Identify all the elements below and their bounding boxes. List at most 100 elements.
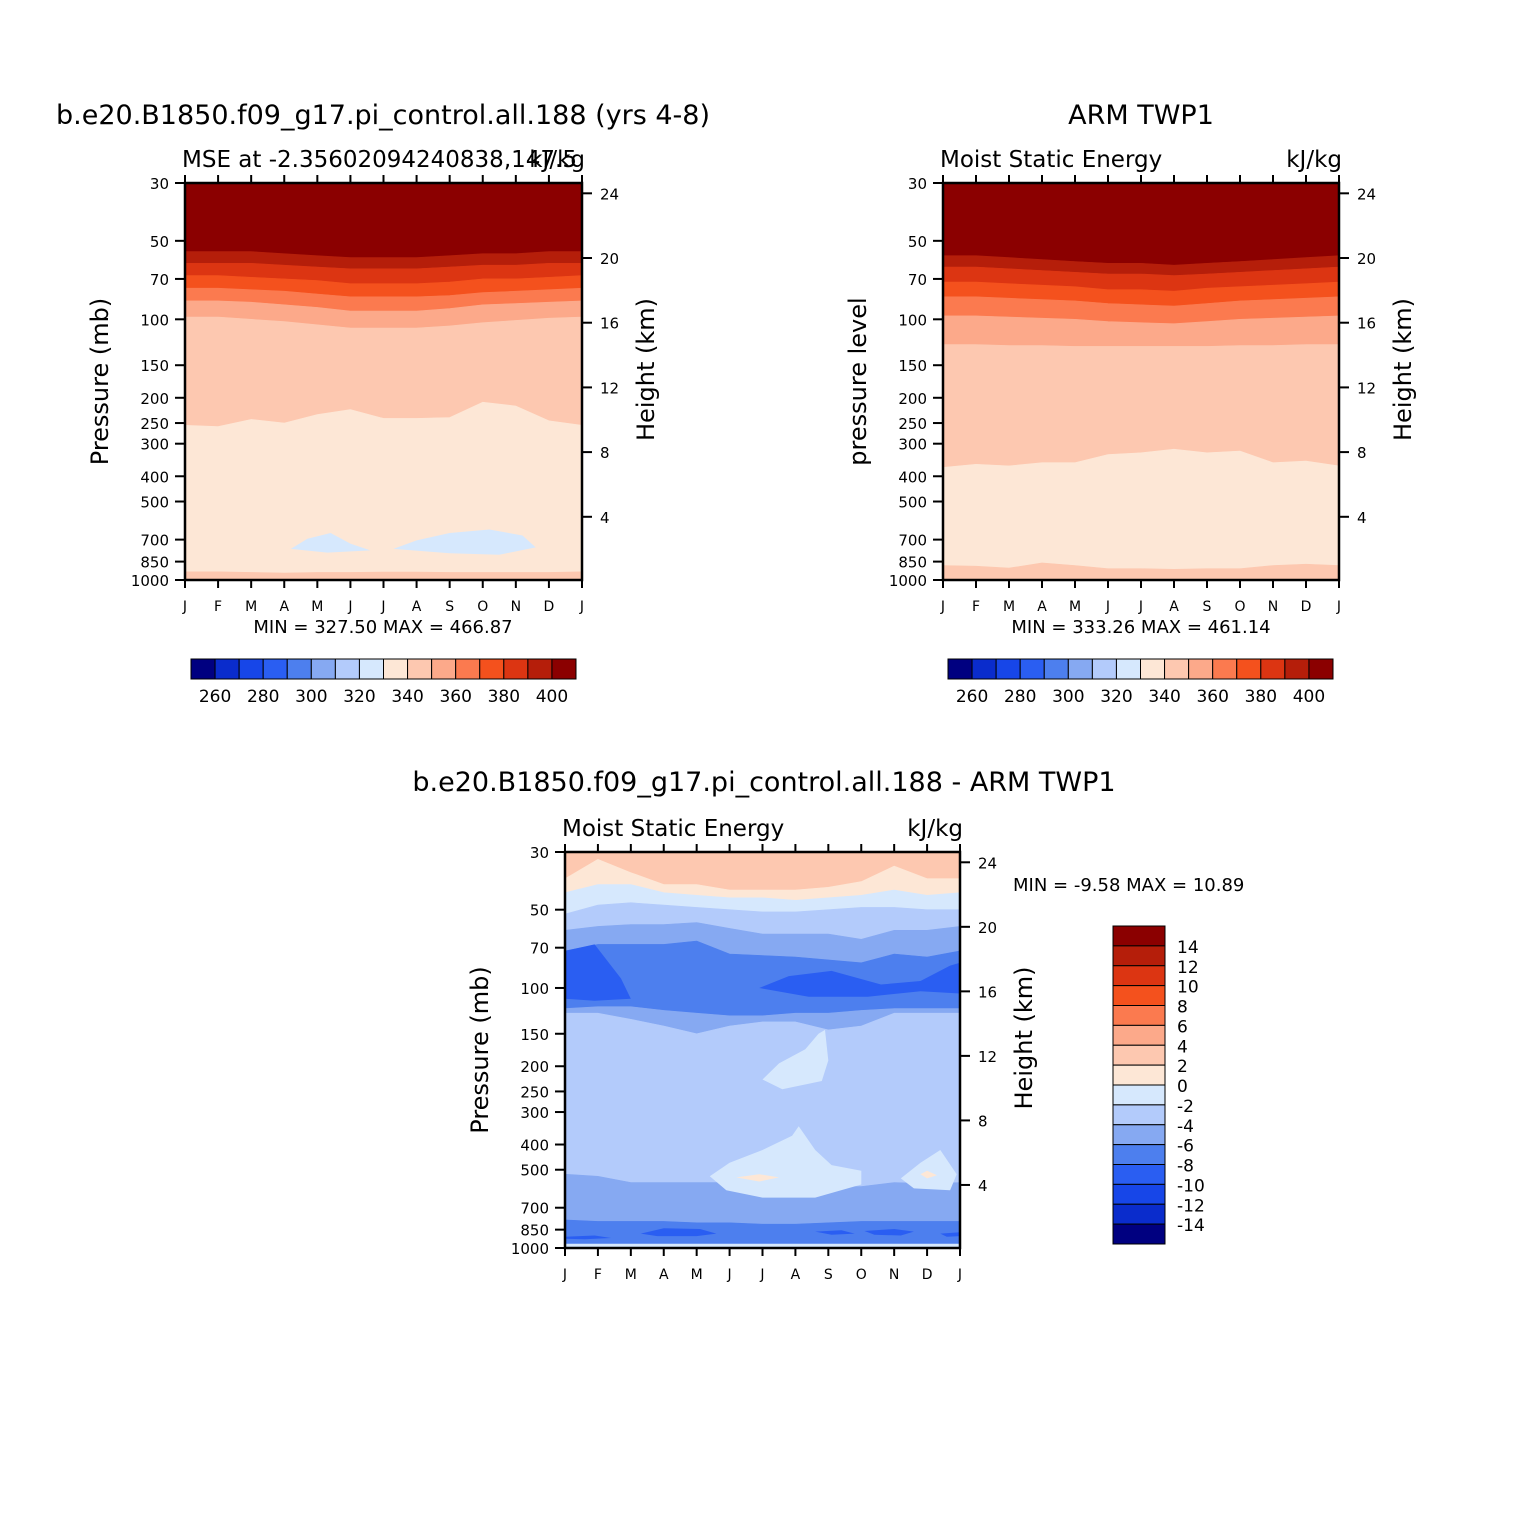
colorbar-label: 380 [488, 687, 520, 707]
y-tick-label: 700 [140, 532, 169, 550]
chart-panel-0 [175, 175, 592, 680]
colorbar-swatch [455, 658, 481, 680]
y-tick-label: 850 [140, 554, 169, 572]
colorbar-label: 10 [1177, 978, 1199, 998]
y-right-tick-label: 20 [1357, 250, 1376, 268]
contour-band [943, 448, 1339, 570]
y-right-tick-label: 24 [978, 854, 997, 872]
y-tick-label: 150 [520, 1026, 549, 1044]
y-tick-label: 250 [520, 1083, 549, 1101]
colorbar-swatch [214, 658, 240, 680]
y-right-tick-label: 24 [1357, 185, 1376, 203]
colorbar-swatch [1067, 658, 1093, 680]
colorbar-label: -8 [1177, 1157, 1194, 1177]
y-tick-label: 400 [140, 468, 169, 486]
colorbar-swatch [527, 658, 553, 680]
x-tick-label: A [279, 599, 289, 615]
colorbar-swatch [1112, 1084, 1166, 1106]
y-right-tick-label: 12 [600, 379, 619, 397]
y-right-tick-label: 24 [600, 185, 619, 203]
x-tick-label: D [922, 1267, 933, 1283]
y-tick-label: 500 [140, 494, 169, 512]
y-right-tick-label: 8 [978, 1112, 988, 1130]
colorbar-label: 0 [1177, 1077, 1188, 1097]
plot-area-2 [565, 852, 960, 1248]
x-tick-label: A [791, 1267, 801, 1283]
x-tick-label: O [1234, 599, 1245, 615]
colorbar-swatch [479, 658, 505, 680]
chart-subtitle: MSE at -2.35602094240838,147.5 [182, 147, 577, 173]
colorbar-swatch [1112, 1005, 1166, 1026]
contour-region [759, 962, 960, 997]
colorbar-swatch [1112, 1223, 1166, 1245]
x-tick-label: M [311, 599, 323, 615]
y-tick-label: 30 [908, 175, 927, 193]
colorbar-label: 12 [1177, 958, 1199, 978]
contour-region [920, 1170, 937, 1179]
chart-title: ARM TWP1 [1068, 100, 1214, 131]
colorbar-swatch [358, 658, 384, 680]
x-tick-label: F [972, 599, 980, 615]
x-tick-label: D [544, 599, 555, 615]
contour-region [565, 944, 631, 1001]
colorbar-label: -2 [1177, 1097, 1194, 1117]
x-tick-label: J [347, 599, 352, 615]
colorbar-label: 260 [956, 687, 988, 707]
colorbar-label: 8 [1177, 998, 1188, 1018]
y-tick-label: 1000 [889, 572, 927, 590]
y-right-axis-label: Height (km) [1389, 298, 1417, 441]
colorbar-label: -10 [1177, 1176, 1205, 1196]
colorbar-swatch [1019, 658, 1045, 680]
colorbar-swatch [1188, 658, 1214, 680]
x-tick-label: O [856, 1267, 867, 1283]
x-tick-label: J [380, 599, 385, 615]
y-tick-label: 400 [898, 468, 927, 486]
contour-band [943, 562, 1339, 580]
y-axis-label: pressure level [844, 297, 872, 465]
contour-region [640, 1228, 717, 1237]
colorbar-label: 340 [1148, 687, 1180, 707]
x-tick-label: S [445, 599, 454, 615]
y-tick-label: 50 [908, 233, 927, 251]
colorbar-swatch [1140, 658, 1166, 680]
contour-region [709, 1126, 862, 1198]
chart-subtitle: Moist Static Energy [940, 147, 1162, 173]
contour-region [940, 1232, 960, 1237]
colorbar-swatch [1284, 658, 1310, 680]
y-tick-label: 850 [520, 1222, 549, 1240]
min-max-stats: MIN = 327.50 MAX = 466.87 [253, 617, 512, 638]
y-tick-label: 300 [520, 1104, 549, 1122]
y-right-tick-label: 12 [1357, 379, 1376, 397]
colorbar-label: 14 [1177, 938, 1199, 958]
chart-title: b.e20.B1850.f09_g17.pi_control.all.188 (… [56, 100, 710, 131]
colorbar-swatch [551, 658, 577, 680]
colorbar-label: 6 [1177, 1017, 1188, 1037]
y-right-axis-label: Height (km) [1010, 967, 1038, 1110]
y-axis-label: Pressure (mb) [466, 966, 494, 1133]
colorbar-label: 400 [536, 687, 568, 707]
units-label: kJ/kg [907, 816, 963, 842]
colorbar-swatch [286, 658, 312, 680]
contour-band [943, 183, 1339, 266]
colorbar-label: 380 [1245, 687, 1277, 707]
y-tick-label: 200 [520, 1058, 549, 1076]
y-tick-label: 700 [898, 532, 927, 550]
y-tick-label: 300 [140, 436, 169, 454]
x-tick-label: M [1003, 599, 1015, 615]
colorbar-swatch [1115, 658, 1141, 680]
y-tick-label: 500 [898, 494, 927, 512]
y-tick-label: 70 [530, 940, 549, 958]
x-tick-label: N [889, 1267, 899, 1283]
colorbar-swatch [1308, 658, 1334, 680]
x-tick-label: J [727, 1267, 732, 1283]
colorbar-label: 320 [343, 687, 375, 707]
y-tick-label: 700 [520, 1200, 549, 1218]
colorbar-label: 360 [439, 687, 471, 707]
colorbar-swatch [1112, 1024, 1166, 1046]
x-tick-label: F [214, 599, 222, 615]
x-tick-label: J [1336, 599, 1341, 615]
x-tick-label: J [957, 1267, 962, 1283]
colorbar-swatch [310, 658, 336, 680]
colorbar-swatch [238, 658, 264, 680]
contour-region [864, 1229, 914, 1236]
